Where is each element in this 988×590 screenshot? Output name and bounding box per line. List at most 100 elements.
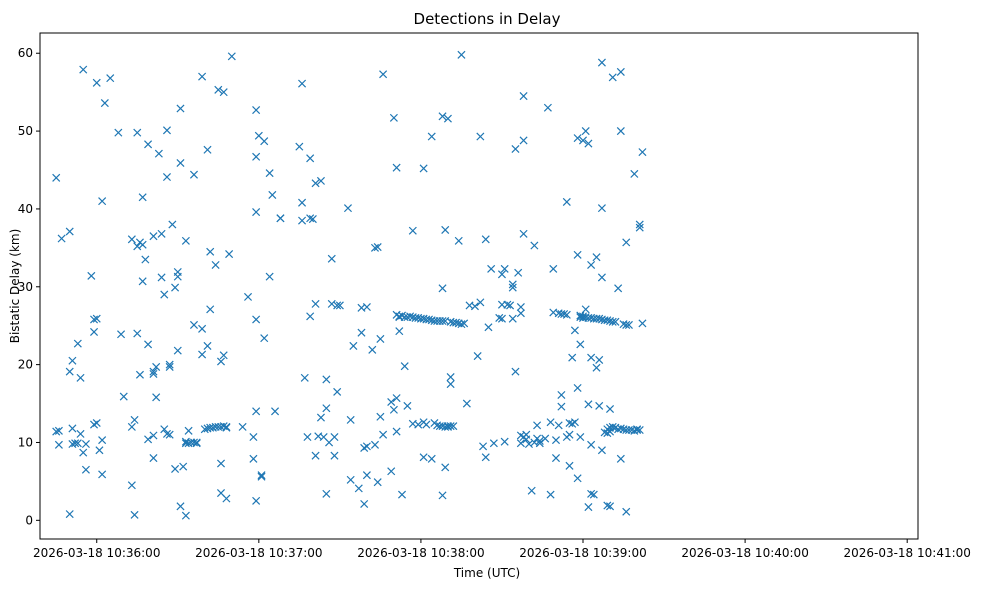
data-point <box>595 355 604 364</box>
data-point <box>311 451 320 460</box>
data-point <box>306 312 315 321</box>
data-point <box>138 193 147 202</box>
data-point <box>452 318 461 327</box>
data-point <box>635 223 644 232</box>
data-point <box>470 302 479 311</box>
data-point <box>189 438 199 447</box>
data-point <box>360 499 369 508</box>
data-point <box>189 320 199 329</box>
data-point <box>554 421 563 430</box>
data-point <box>130 510 139 519</box>
data-point <box>265 272 274 281</box>
data-point <box>135 370 144 379</box>
data-point <box>127 235 136 244</box>
data-point <box>622 507 631 516</box>
data-point <box>198 72 207 81</box>
data-point <box>316 176 325 185</box>
data-point <box>119 392 128 401</box>
data-point <box>192 438 201 447</box>
data-point <box>330 432 339 442</box>
data-point <box>65 367 74 376</box>
data-point <box>114 128 123 137</box>
data-point <box>252 106 261 115</box>
data-point <box>346 475 355 484</box>
data-point <box>479 442 488 451</box>
data-point <box>333 301 342 310</box>
x-tick-label: 2026-03-18 10:41:00 <box>843 546 970 560</box>
data-point <box>149 232 158 241</box>
data-point <box>306 214 315 223</box>
data-point <box>249 454 258 463</box>
data-point <box>252 407 261 416</box>
data-point <box>260 137 269 146</box>
data-point <box>441 225 450 234</box>
data-point <box>362 302 371 312</box>
data-point <box>603 316 612 325</box>
data-point <box>519 136 528 145</box>
data-point <box>335 301 344 310</box>
data-point <box>562 310 571 319</box>
data-point <box>370 440 380 449</box>
data-point <box>68 356 77 365</box>
data-point <box>500 264 509 273</box>
data-point <box>219 88 228 97</box>
data-point <box>395 327 404 336</box>
data-point <box>597 58 606 67</box>
data-point <box>500 437 509 446</box>
data-point <box>446 373 455 382</box>
data-point <box>214 85 223 94</box>
data-point <box>203 145 212 154</box>
data-point <box>568 353 577 362</box>
data-point <box>595 314 604 323</box>
data-point <box>79 65 88 74</box>
data-point <box>565 461 574 470</box>
data-point <box>298 216 307 225</box>
data-point <box>117 330 126 339</box>
data-point <box>581 127 590 136</box>
data-point <box>249 432 258 442</box>
data-point <box>149 454 158 463</box>
data-point <box>446 422 455 431</box>
data-point <box>141 255 150 264</box>
data-point <box>343 204 352 213</box>
data-point <box>95 446 104 455</box>
y-axis-ticks: 0 10 20 30 40 50 60 <box>18 46 40 527</box>
data-point <box>511 144 520 154</box>
data-point <box>389 405 398 414</box>
data-point <box>298 198 307 207</box>
data-point <box>519 92 528 101</box>
data-point <box>71 439 80 448</box>
data-point <box>497 270 506 279</box>
data-point <box>400 362 409 371</box>
data-point <box>438 284 447 293</box>
data-point <box>52 173 61 182</box>
data-point <box>438 112 447 121</box>
data-point <box>206 247 215 256</box>
data-point <box>276 214 285 223</box>
data-point <box>438 491 447 500</box>
data-point <box>638 319 647 328</box>
data-point <box>481 235 490 244</box>
data-point <box>198 324 207 333</box>
data-point <box>173 346 182 355</box>
data-point <box>52 427 61 436</box>
data-point <box>597 273 606 282</box>
data-point <box>200 425 209 434</box>
data-point <box>519 229 528 238</box>
data-point <box>222 423 231 432</box>
data-point <box>162 126 171 135</box>
data-point <box>65 510 74 519</box>
data-point <box>171 464 180 473</box>
data-point <box>252 496 261 505</box>
data-point <box>165 360 174 369</box>
data-point <box>92 314 101 323</box>
data-point <box>225 250 234 259</box>
data-point <box>349 341 358 350</box>
data-point <box>635 425 644 435</box>
data-point <box>144 340 153 349</box>
data-point <box>176 104 185 113</box>
data-point <box>487 264 496 273</box>
data-point <box>638 148 647 157</box>
data-point <box>379 70 388 79</box>
